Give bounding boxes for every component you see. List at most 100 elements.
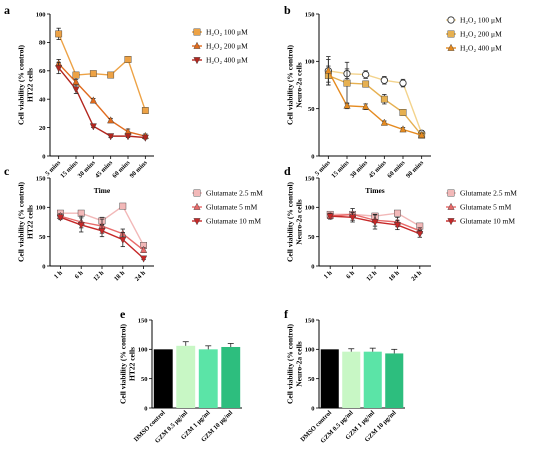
y-tick-label: 50 xyxy=(308,376,315,383)
data-point xyxy=(77,209,85,217)
legend-marker xyxy=(447,218,455,226)
legend-marker xyxy=(193,57,201,65)
series-2 xyxy=(55,59,149,139)
panel-letter: b xyxy=(284,3,291,17)
legend-label: Glutamate 5 mM xyxy=(460,203,512,212)
series-1 xyxy=(324,59,426,137)
data-point xyxy=(326,213,334,221)
y-axis-title: Neuro-2a cells xyxy=(295,341,304,387)
series-3 xyxy=(55,61,149,142)
legend-label: Glutamate 5 mM xyxy=(206,203,258,212)
y-tick-label: 0 xyxy=(42,263,45,270)
x-tick-label: 18 h xyxy=(388,269,402,283)
series-3 xyxy=(324,56,426,138)
panel-letter: a xyxy=(4,3,10,17)
x-tick-label: 6 h xyxy=(74,269,85,280)
data-point xyxy=(72,86,80,94)
legend-marker xyxy=(193,218,201,226)
y-tick-label: 0 xyxy=(144,405,147,412)
data-point xyxy=(362,102,370,110)
y-axis-title: HT22 cells xyxy=(26,68,35,102)
x-tick-label: 30 mins xyxy=(349,159,369,179)
data-point xyxy=(324,66,332,74)
data-point xyxy=(343,79,351,87)
x-tick-label: 90 mins xyxy=(405,159,425,179)
data-point xyxy=(89,96,97,104)
panel-letter: f xyxy=(284,307,289,321)
y-tick-label: 0 xyxy=(42,153,45,160)
data-point xyxy=(107,133,115,141)
x-tick-label: 1 h xyxy=(323,269,334,280)
series-line xyxy=(327,70,422,136)
data-point xyxy=(140,255,148,263)
y-tick-label: 50 xyxy=(141,376,148,383)
y-tick-label: 60 xyxy=(39,68,46,75)
x-tick-label: 15 mins xyxy=(59,159,79,179)
x-tick-label: 60 mins xyxy=(386,159,406,179)
data-point xyxy=(56,214,64,222)
y-axis-title: HT22 cells xyxy=(128,347,137,381)
series-line xyxy=(58,67,146,139)
data-point xyxy=(399,79,407,87)
data-point xyxy=(399,125,407,133)
y-axis-title: Cell viability (% control) xyxy=(286,44,295,125)
panel-e: e 0 50 100 150 Cell viability (% control) HT22… xyxy=(119,307,242,445)
legend: H₂O₂ 100 μM H₂O₂ 200 μM H₂O₂ 400 μM xyxy=(446,16,502,53)
y-axis-title: Neuro-2a cells xyxy=(295,199,304,245)
bar xyxy=(320,349,339,408)
data-point xyxy=(141,107,149,114)
y-axis-title: Cell viability (% control) xyxy=(17,181,26,262)
x-tick-label: 15 mins xyxy=(330,159,350,179)
x-tick-label: 24 h xyxy=(134,269,148,283)
panel-c: c 0 50 100 150 Cell viability (% control) HT22… xyxy=(4,164,263,283)
legend-label: Glutamate 10 mM xyxy=(460,217,515,226)
x-tick-label: 12 h xyxy=(365,269,379,283)
series-3 xyxy=(56,214,148,263)
y-tick-label: 50 xyxy=(308,106,315,113)
legend-marker xyxy=(447,43,455,51)
panel-letter: d xyxy=(284,164,291,178)
bar xyxy=(342,351,361,408)
x-tick-label: 12 h xyxy=(92,269,106,283)
legend-label: H₂O₂ 400 μM xyxy=(460,44,502,53)
data-point xyxy=(393,222,401,230)
data-point xyxy=(107,71,115,79)
panel-b: b 0 50 100 150 Cell viability (% control) Neur… xyxy=(284,3,502,195)
legend-marker xyxy=(447,202,455,210)
y-tick-label: 80 xyxy=(39,40,46,47)
y-tick-label: 20 xyxy=(39,125,46,132)
data-point xyxy=(380,95,388,103)
legend: Glutamate 2.5 mM Glutamate 5 mM Glutamate … xyxy=(446,189,517,226)
series-line xyxy=(328,70,423,134)
y-axis-title: Cell viability (% control) xyxy=(286,181,295,262)
y-tick-label: 150 xyxy=(138,317,148,324)
y-tick-label: 40 xyxy=(39,97,46,104)
data-point xyxy=(119,202,127,210)
data-point xyxy=(362,70,370,79)
data-point xyxy=(89,123,97,131)
y-tick-label: 50 xyxy=(308,234,315,241)
y-axis-title: Cell viability (% control) xyxy=(17,44,26,125)
y-tick-label: 100 xyxy=(138,347,148,354)
legend-label: H₂O₂ 100 μM xyxy=(206,28,248,37)
legend-label: H₂O₂ 100 μM xyxy=(460,16,502,25)
data-point xyxy=(418,130,426,138)
y-tick-label: 150 xyxy=(36,175,46,182)
x-tick-label: 1 h xyxy=(53,269,64,280)
x-axis-title: Time xyxy=(94,186,111,195)
y-axis-title: Cell viability (% control) xyxy=(286,323,295,404)
data-point xyxy=(399,109,407,116)
series-line xyxy=(328,74,423,136)
data-point xyxy=(124,133,132,141)
legend-label: H₂O₂ 200 μM xyxy=(460,30,502,39)
y-tick-label: 150 xyxy=(305,11,315,18)
data-point xyxy=(349,214,357,222)
legend-marker xyxy=(447,30,455,38)
data-point xyxy=(362,80,370,88)
legend-marker xyxy=(193,28,201,36)
bar xyxy=(385,353,404,408)
x-tick-label: 90 mins xyxy=(129,159,149,179)
data-point xyxy=(124,56,132,63)
